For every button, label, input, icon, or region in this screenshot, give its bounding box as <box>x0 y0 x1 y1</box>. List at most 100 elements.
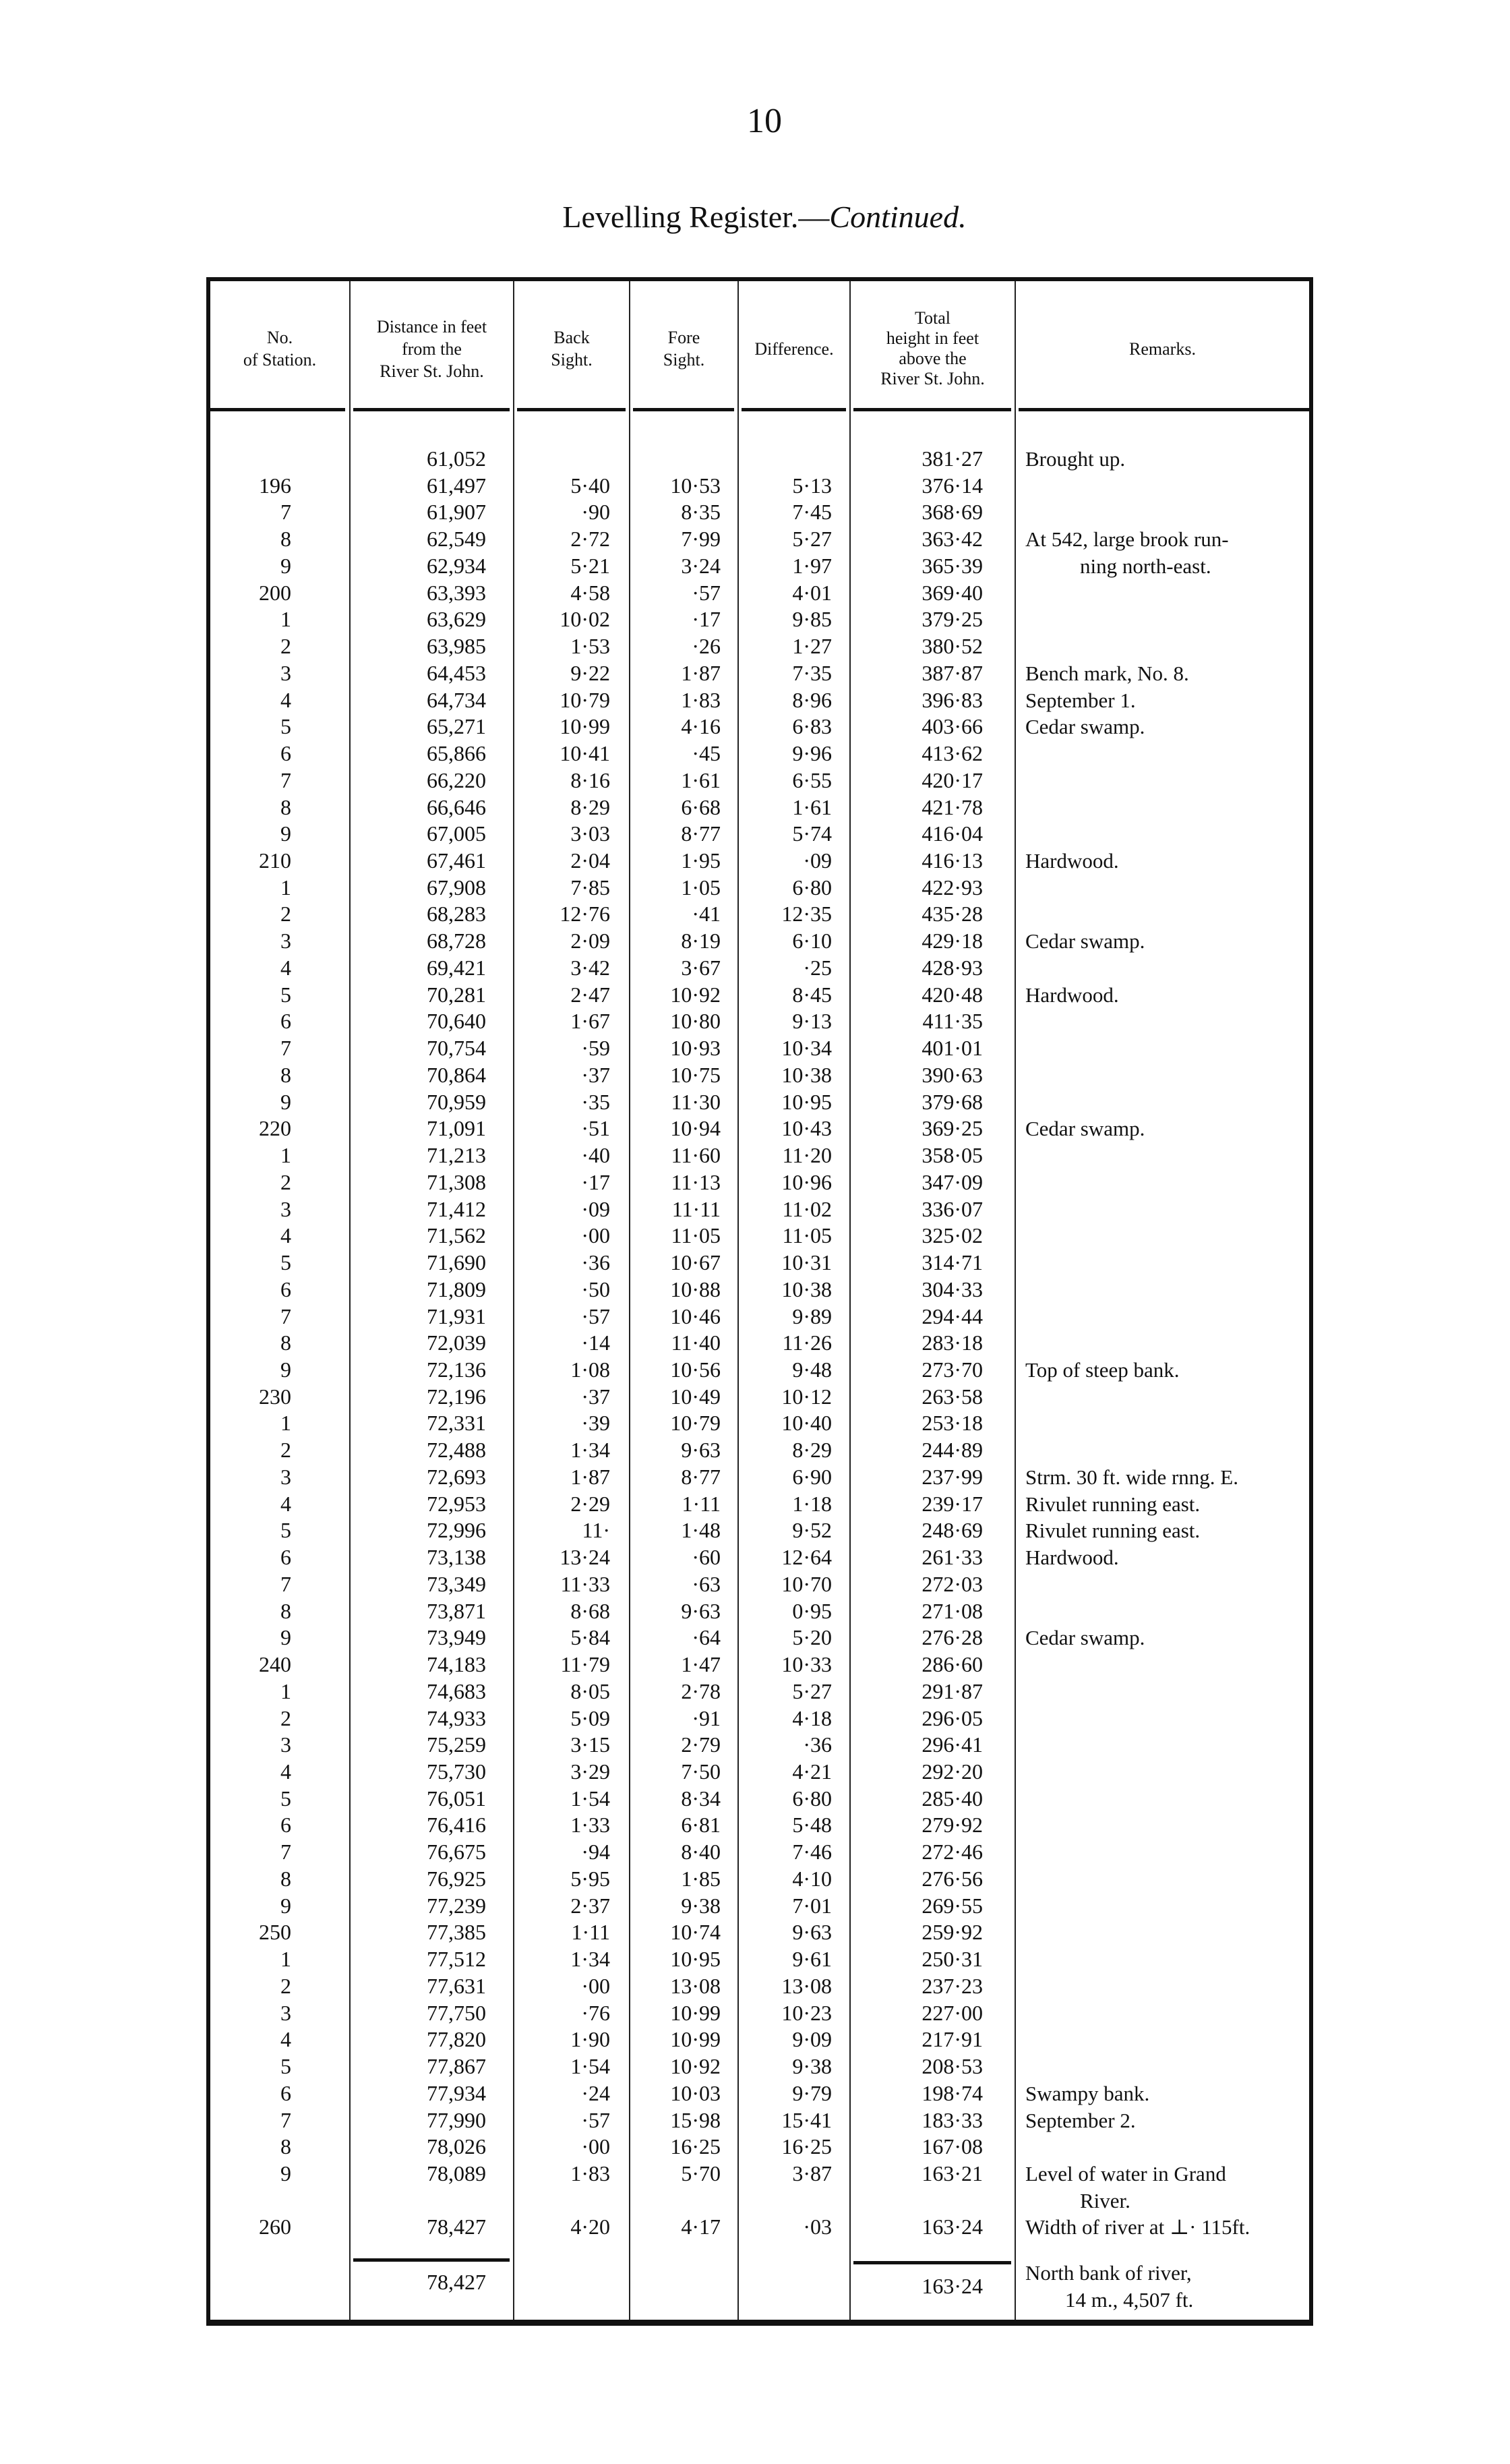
distance-cell: 66,646 <box>427 794 486 819</box>
table-row: 250 77,385 1·11 10·74 9·63 259·92 <box>210 1919 1309 1946</box>
back-sight-cell: 1·67 <box>570 1009 610 1034</box>
difference-cell: 5·20 <box>792 1625 832 1650</box>
fore-sight-cell: 4·16 <box>681 714 721 739</box>
table-row: 6 77,934 ·24 10·03 9·79 198·74 Swampy bank. <box>210 2080 1309 2107</box>
total-height-cell: 283·18 <box>922 1330 983 1355</box>
station-number-cell: 8 <box>280 1062 291 1087</box>
station-number-cell: 4 <box>280 2027 291 2052</box>
remark-cell: Hardwood. <box>1025 982 1119 1007</box>
fore-sight-cell: 4·17 <box>681 2214 721 2239</box>
summary-rule <box>353 2258 510 2262</box>
total-height-cell: 368·69 <box>922 500 983 525</box>
difference-cell: 10·43 <box>781 1116 832 1141</box>
station-number-cell: 240 <box>259 1652 291 1677</box>
station-number-cell: 9 <box>280 2161 291 2186</box>
summary-distance: 78,427 <box>427 2270 486 2294</box>
station-number-cell: 1 <box>280 1678 291 1703</box>
back-sight-cell: ·24 <box>581 2080 610 2105</box>
table-row: 9 62,934 5·21 3·24 1·97 365·39 ning north-east… <box>210 553 1309 580</box>
difference-cell: 5·74 <box>792 821 832 846</box>
back-sight-cell: 2·47 <box>570 982 610 1007</box>
table-row: 3 64,453 9·22 1·87 7·35 387·87 Bench mark, No.… <box>210 660 1309 687</box>
table-row: 8 78,026 ·00 16·25 16·25 167·08 <box>210 2134 1309 2161</box>
total-height-cell: 253·18 <box>922 1411 983 1436</box>
total-height-cell: 347·09 <box>922 1169 983 1194</box>
station-number-cell: 6 <box>280 1009 291 1034</box>
total-height-cell: 269·55 <box>922 1893 983 1918</box>
header-fore-sight: Fore Sight. <box>663 328 705 370</box>
total-height-cell: 304·33 <box>922 1277 983 1301</box>
station-number-cell: 2 <box>280 1438 291 1463</box>
total-height-cell: 296·05 <box>922 1705 983 1730</box>
table-row: 5 71,690 ·36 10·67 10·31 314·71 <box>210 1250 1309 1277</box>
fore-sight-cell: 10·92 <box>670 982 721 1007</box>
distance-cell: 66,220 <box>427 767 486 792</box>
station-number-cell: 9 <box>280 1893 291 1918</box>
difference-cell: 5·48 <box>792 1813 832 1838</box>
distance-cell: 74,683 <box>427 1678 486 1703</box>
fore-sight-cell: 10·74 <box>670 1920 721 1945</box>
back-sight-cell: 4·20 <box>570 2214 610 2239</box>
back-sight-cell: 1·11 <box>571 1920 610 1945</box>
difference-cell: 12·64 <box>781 1545 832 1570</box>
back-sight-cell: 3·15 <box>570 1732 610 1757</box>
levelling-register-table: No. of Station. Distance in feet from the R… <box>206 277 1313 2326</box>
back-sight-cell: 11· <box>582 1518 610 1543</box>
fore-sight-cell: ·63 <box>692 1571 721 1596</box>
station-number-cell: 3 <box>280 2000 291 2025</box>
back-sight-cell: 1·34 <box>570 1438 610 1463</box>
fore-sight-cell: 11·13 <box>671 1169 721 1194</box>
station-number-cell: 7 <box>280 2107 291 2132</box>
back-sight-cell: 5·40 <box>570 473 610 498</box>
distance-cell: 76,675 <box>427 1840 486 1865</box>
back-sight-cell: 1·87 <box>570 1464 610 1489</box>
total-height-cell: 163·24 <box>922 2214 983 2239</box>
station-number-cell: 8 <box>280 527 291 552</box>
distance-cell: 70,864 <box>427 1062 486 1087</box>
total-height-cell: 237·23 <box>922 1973 983 1998</box>
distance-cell: 68,728 <box>427 929 486 954</box>
fore-sight-cell: 8·19 <box>681 929 721 954</box>
fore-sight-cell: ·26 <box>692 634 721 659</box>
total-height-cell: 250·31 <box>922 1947 983 1972</box>
total-height-cell: 248·69 <box>922 1518 983 1543</box>
table-row: 9 77,239 2·37 9·38 7·01 269·55 <box>210 1893 1309 1920</box>
total-height-cell: 435·28 <box>922 902 983 927</box>
difference-cell: 10·38 <box>781 1277 832 1301</box>
table-row: 2 72,488 1·34 9·63 8·29 244·89 <box>210 1437 1309 1464</box>
table-row: 2 77,631 ·00 13·08 13·08 237·23 <box>210 1973 1309 2000</box>
total-height-cell: 237·99 <box>922 1464 983 1489</box>
difference-cell: 12·35 <box>781 902 832 927</box>
station-number-cell: 4 <box>280 955 291 980</box>
station-number-cell: 4 <box>280 1491 291 1516</box>
difference-cell: 9·09 <box>792 2027 832 2052</box>
distance-cell: 70,959 <box>427 1089 486 1114</box>
total-height-cell: 380·52 <box>922 634 983 659</box>
total-height-cell: 294·44 <box>922 1303 983 1328</box>
back-sight-cell: 5·21 <box>570 553 610 578</box>
table-row: 3 68,728 2·09 8·19 6·10 429·18 Cedar swamp. <box>210 928 1309 955</box>
remark-cell: Bench mark, No. 8. <box>1025 661 1189 685</box>
table-row: 6 70,640 1·67 10·80 9·13 411·35 <box>210 1008 1309 1035</box>
distance-cell: 77,512 <box>427 1947 486 1972</box>
table-row: 3 75,259 3·15 2·79 ·36 296·41 <box>210 1732 1309 1759</box>
difference-cell: 6·80 <box>792 1786 832 1811</box>
difference-cell: 4·21 <box>792 1759 832 1784</box>
table-row: 9 73,949 5·84 ·64 5·20 276·28 Cedar swamp. <box>210 1624 1309 1651</box>
difference-cell: 9·38 <box>792 2054 832 2079</box>
table-row: 1 77,512 1·34 10·95 9·61 250·31 <box>210 1946 1309 1973</box>
distance-cell: 67,461 <box>427 848 486 873</box>
difference-cell: 10·33 <box>781 1652 832 1677</box>
difference-cell: 9·61 <box>792 1947 832 1972</box>
column-divider <box>513 281 514 2320</box>
total-height-cell: 376·14 <box>922 473 983 498</box>
back-sight-cell: ·59 <box>581 1036 610 1061</box>
distance-cell: 71,213 <box>427 1143 486 1168</box>
back-sight-cell: 1·90 <box>570 2027 610 2052</box>
total-height-cell: 387·87 <box>922 660 983 685</box>
total-height-cell: 163·21 <box>922 2161 983 2186</box>
table-row: 6 65,866 10·41 ·45 9·96 413·62 <box>210 740 1309 767</box>
fore-sight-cell: 10·94 <box>670 1116 721 1141</box>
difference-cell: 11·20 <box>782 1143 832 1168</box>
fore-sight-cell: ·17 <box>692 607 721 632</box>
